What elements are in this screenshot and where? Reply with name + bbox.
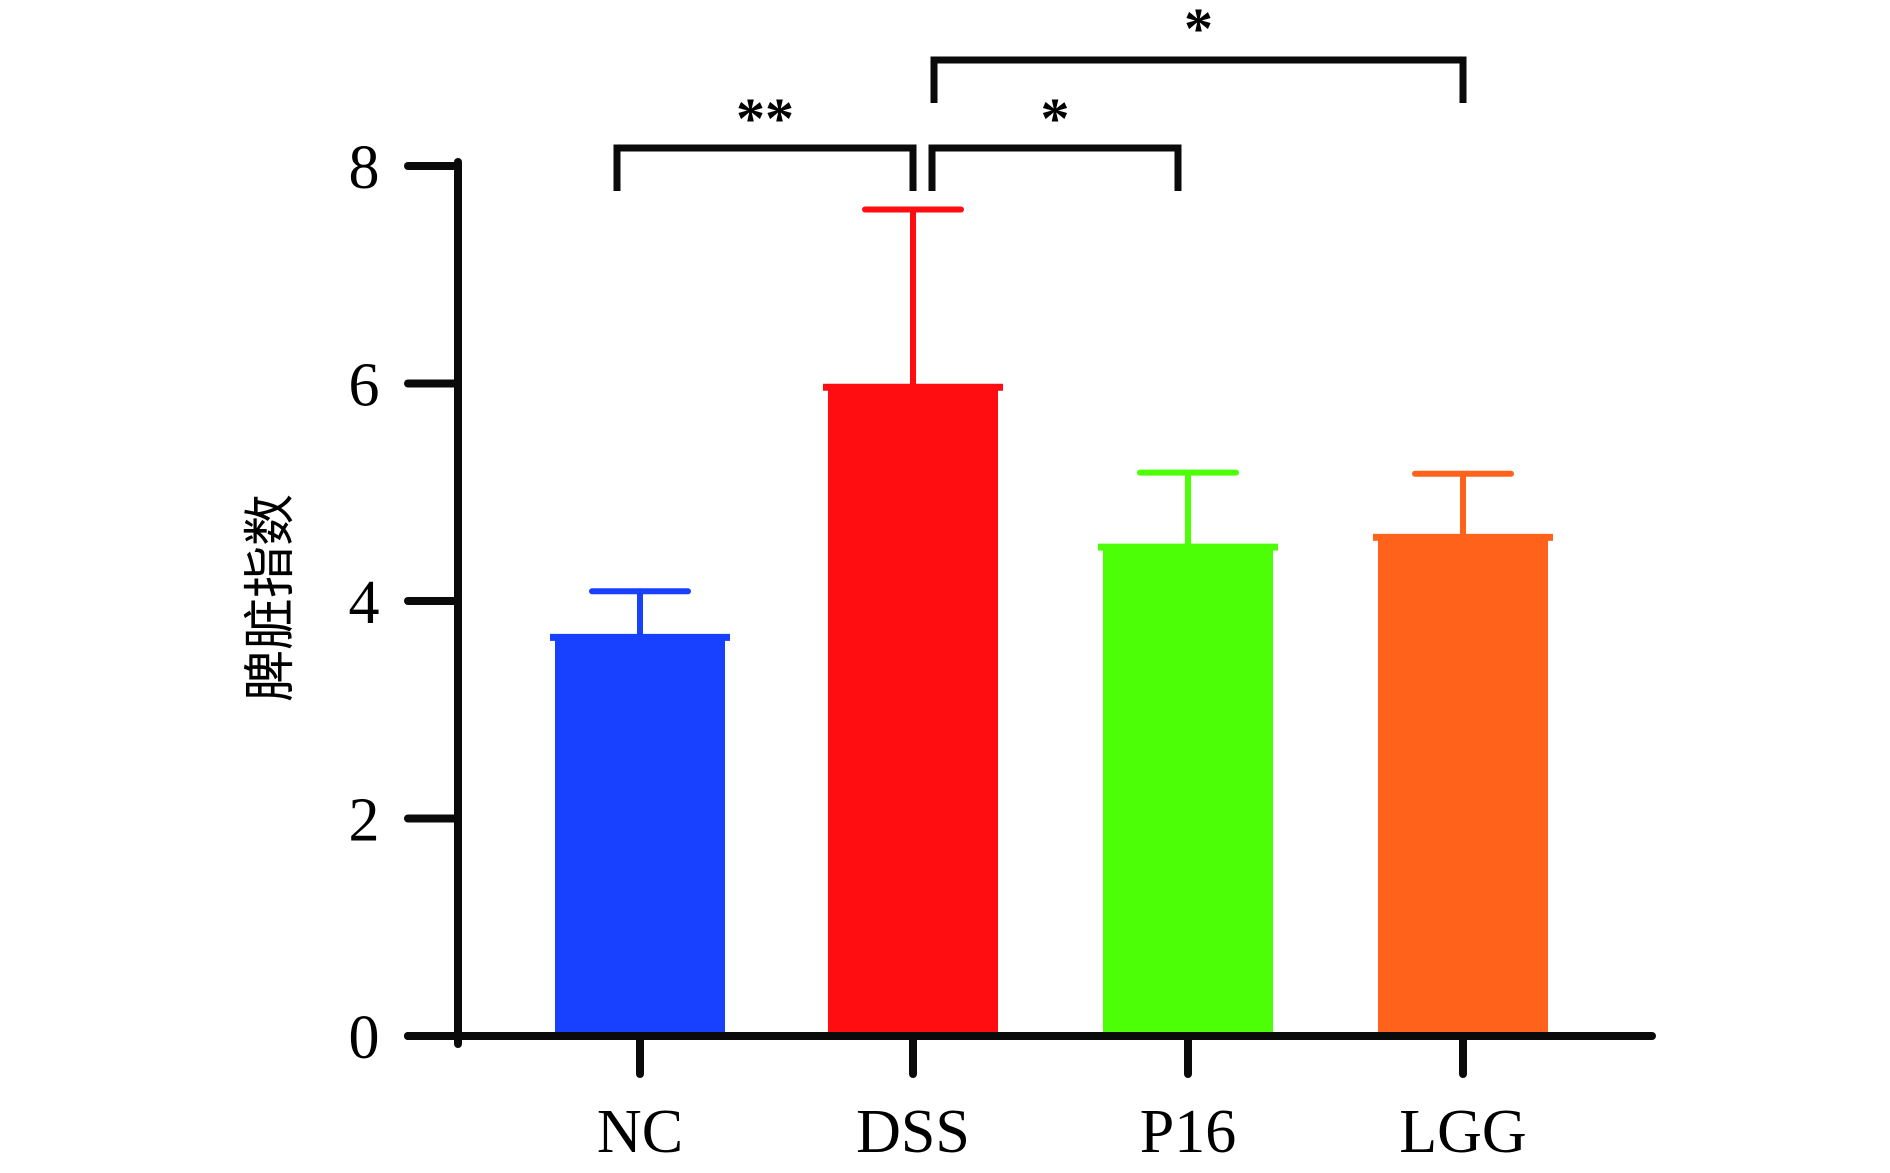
significance-bracket-dss-lgg — [930, 56, 1467, 103]
bar-p16 — [1103, 546, 1273, 1036]
significance-label: ** — [736, 86, 794, 151]
y-tick-label: 8 — [349, 134, 380, 202]
significance-label: * — [1041, 86, 1070, 151]
y-tick-label: 2 — [349, 787, 380, 855]
y-ticks: 0 2 4 6 8 — [349, 134, 462, 1072]
x-tick-label-p16: P16 — [1140, 1098, 1236, 1166]
error-bars-layer — [589, 206, 1514, 640]
x-tick-label-nc: NC — [597, 1098, 683, 1166]
y-tick-label: 6 — [349, 352, 380, 420]
x-ticks: NC DSS P16 LGG — [597, 1032, 1527, 1166]
significance-label: * — [1184, 0, 1213, 61]
y-axis-label: 脾脏指数 — [241, 494, 301, 702]
bar-nc — [555, 636, 725, 1036]
bar-dss — [828, 386, 998, 1036]
significance-brackets: ** ** — [613, 0, 1467, 191]
y-tick-label: 4 — [349, 569, 380, 637]
significance-bracket-nc-dss — [613, 144, 917, 191]
significance-bracket-dss-p16 — [928, 144, 1182, 191]
bar-lgg — [1378, 536, 1548, 1036]
y-tick-label: 0 — [349, 1004, 380, 1072]
x-tick-label-dss: DSS — [856, 1098, 970, 1166]
x-tick-label-lgg: LGG — [1399, 1098, 1526, 1166]
bars-layer — [550, 383, 1553, 1036]
